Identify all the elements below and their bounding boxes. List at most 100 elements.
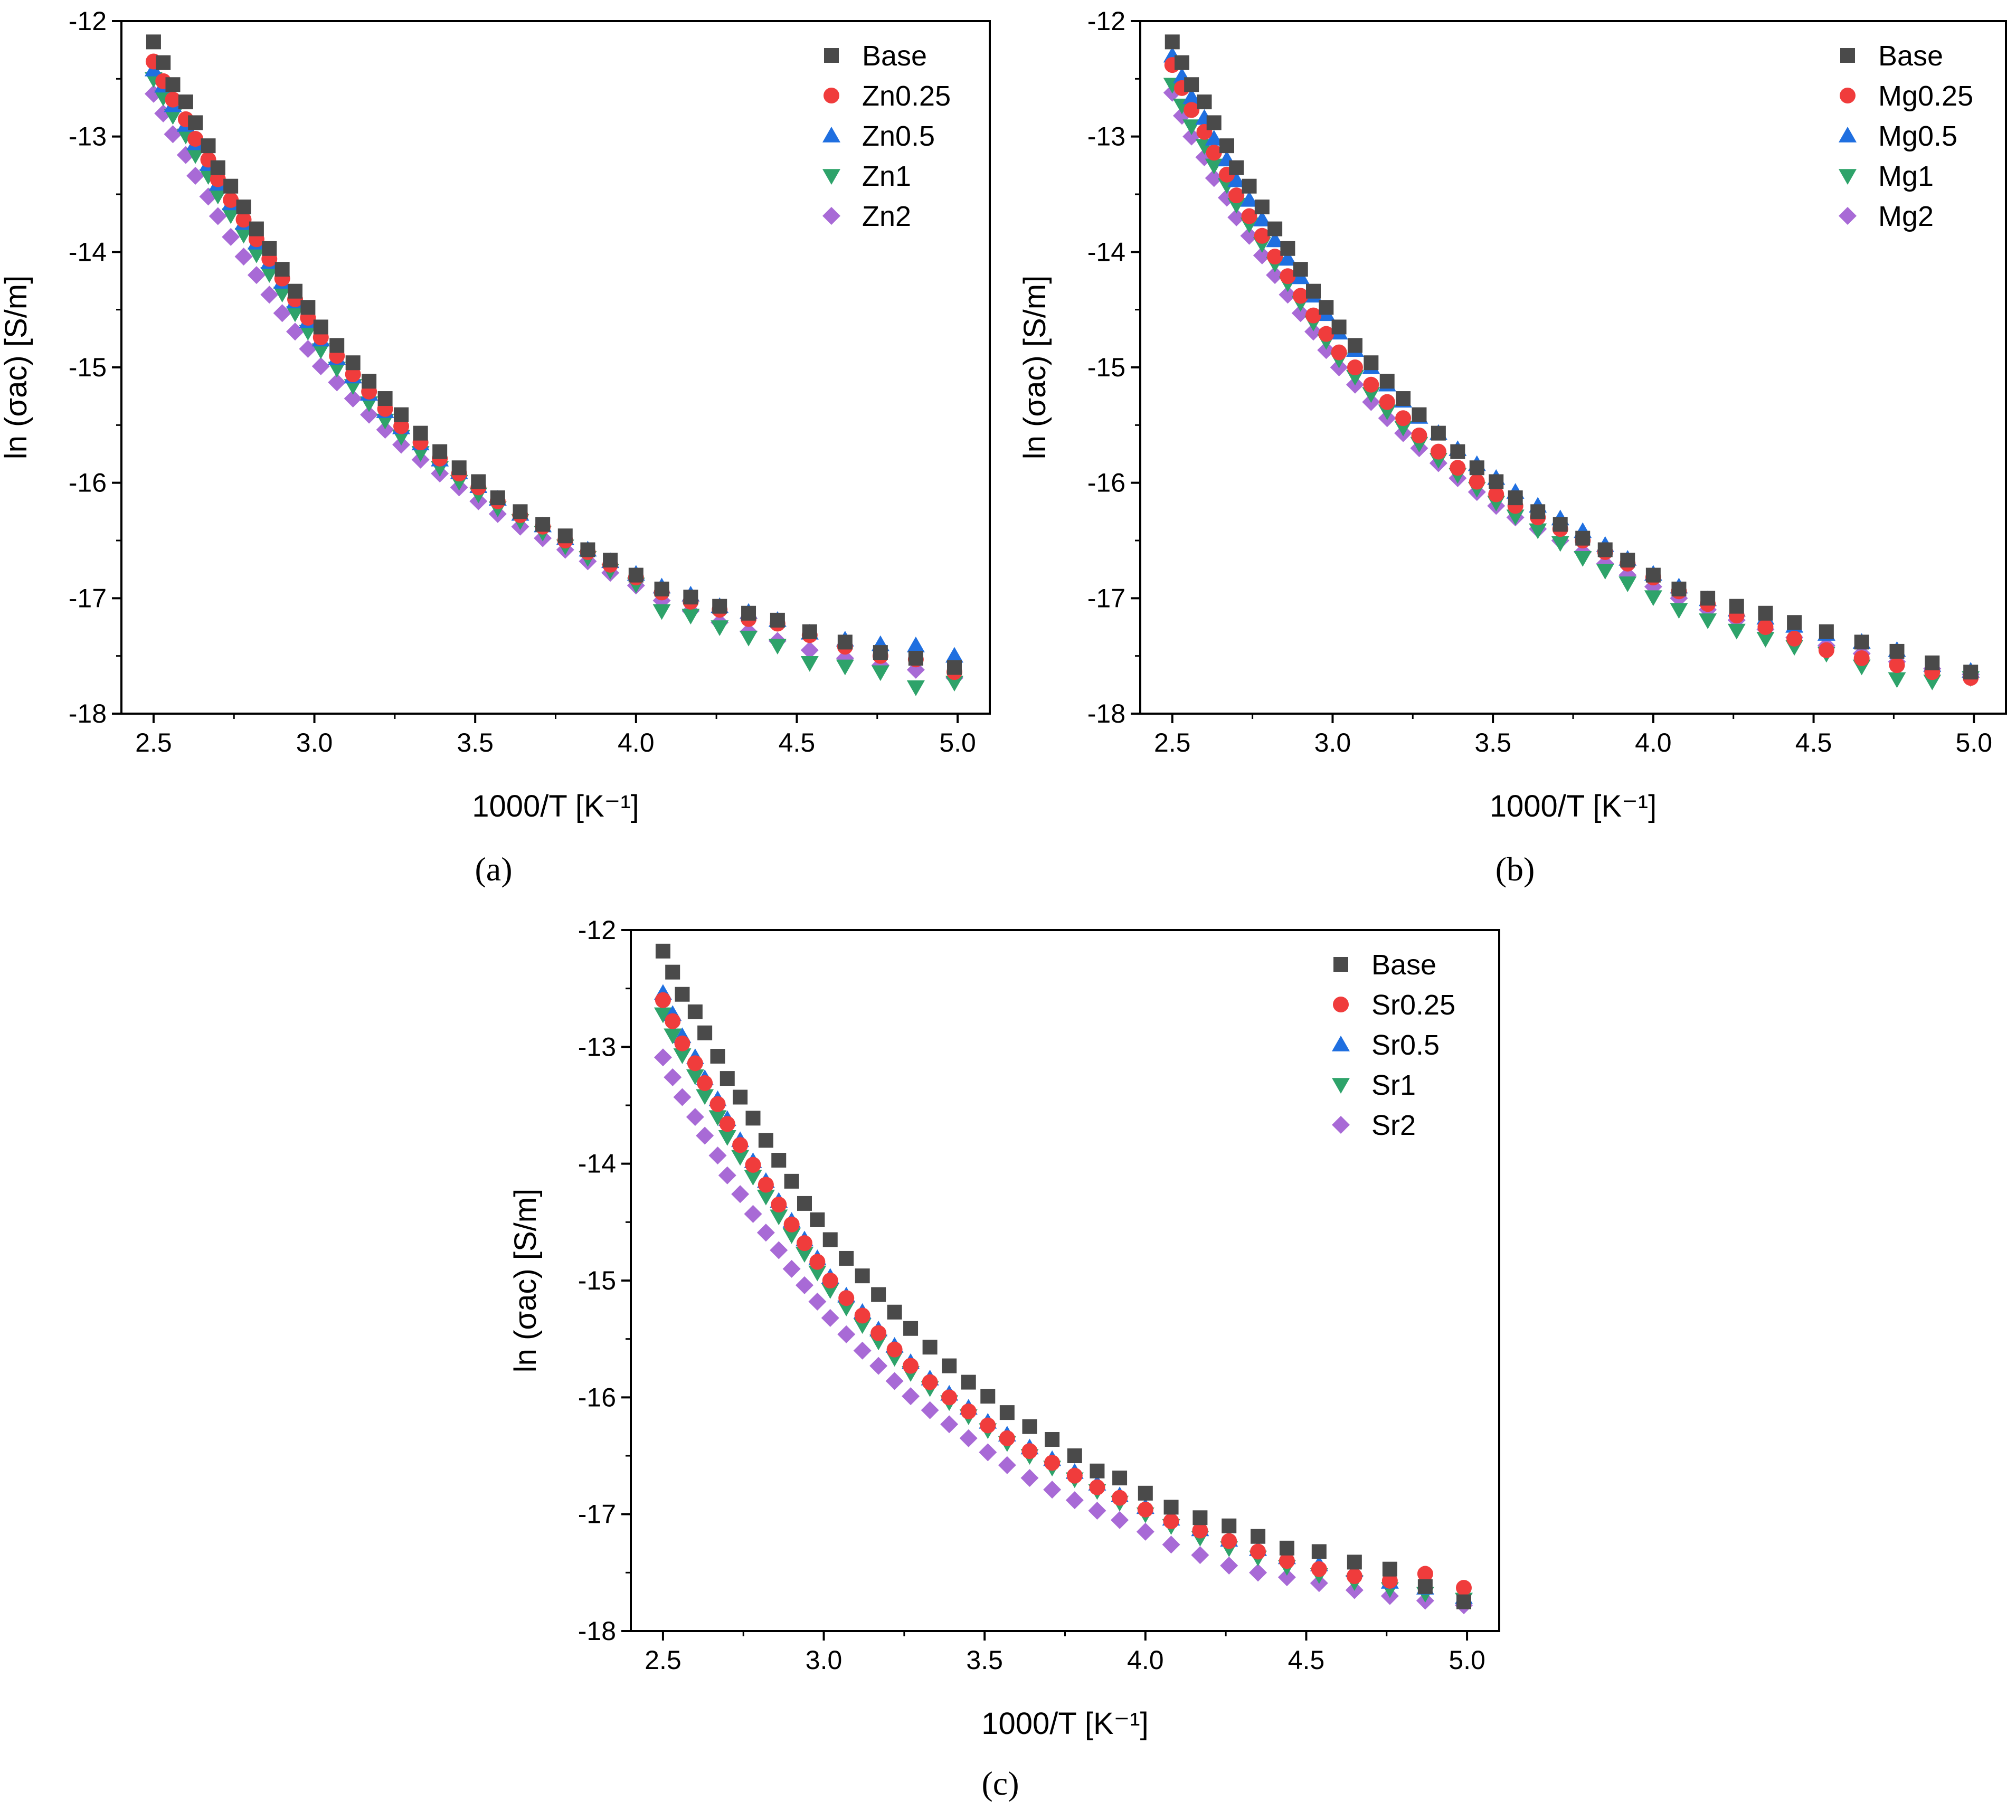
data-point-Sr2 — [940, 1415, 959, 1434]
data-point-Sr0.25 — [1163, 1513, 1179, 1529]
data-point-Sr0.25 — [870, 1325, 887, 1341]
x-axis-label: 1000/T [K⁻¹] — [1490, 789, 1657, 823]
data-point-Sr0.25 — [1455, 1580, 1472, 1596]
data-point-Zn2 — [186, 167, 205, 185]
data-point-Mg1 — [1596, 564, 1614, 580]
y-tick-label: -16 — [578, 1382, 616, 1412]
data-point-Base — [1174, 55, 1189, 70]
data-point-Zn2 — [209, 207, 227, 225]
data-point-Base — [262, 241, 277, 256]
data-point-Sr0.25 — [783, 1216, 800, 1233]
data-point-Sr0.25 — [1192, 1522, 1208, 1539]
data-point-Base — [1222, 1518, 1237, 1533]
data-point-Base — [797, 1196, 812, 1211]
data-point-Base — [580, 542, 595, 557]
data-point-Base — [839, 1250, 854, 1266]
data-point-Sr1 — [837, 1301, 856, 1316]
data-point-Sr2 — [744, 1205, 762, 1223]
data-point-Zn1 — [652, 604, 671, 620]
legend-label: Sr0.5 — [1371, 1029, 1440, 1061]
data-point-Sr2 — [770, 1241, 788, 1259]
data-point-Mg0.25 — [1363, 376, 1379, 393]
data-point-Sr0.25 — [665, 1013, 681, 1029]
data-point-Base — [1280, 241, 1295, 256]
data-point-Mg1 — [1756, 632, 1775, 648]
data-point-Mg0.25 — [1305, 307, 1321, 324]
legend-marker-Base — [824, 48, 839, 63]
data-point-Mg1 — [1574, 551, 1592, 567]
data-point-Base — [720, 1071, 735, 1086]
data-point-Base — [223, 178, 239, 194]
data-point-Sr0.25 — [1112, 1490, 1128, 1506]
data-point-Zn2 — [376, 421, 394, 439]
data-point-Base — [1163, 1500, 1179, 1515]
data-point-Sr0.25 — [822, 1273, 838, 1288]
x-tick-label: 4.0 — [1127, 1645, 1164, 1675]
x-tick-label: 4.5 — [779, 728, 816, 757]
data-point-Base — [1854, 634, 1869, 650]
data-point-Mg2 — [1266, 266, 1284, 285]
data-point-Mg2 — [1182, 127, 1201, 146]
data-point-Zn2 — [247, 266, 266, 285]
data-point-Zn0.25 — [345, 366, 361, 383]
data-point-Sr2 — [808, 1292, 827, 1311]
data-point-Mg1 — [1619, 576, 1637, 592]
data-point-Sr2 — [837, 1325, 856, 1343]
data-point-Base — [1219, 138, 1234, 154]
data-point-Zn1 — [176, 128, 195, 145]
data-point-Mg0.25 — [1280, 268, 1296, 285]
legend-label: Sr1 — [1371, 1069, 1416, 1101]
data-point-Base — [837, 634, 853, 650]
data-point-Zn1 — [906, 680, 925, 696]
data-point-Base — [770, 612, 785, 628]
data-point-Base — [980, 1389, 996, 1404]
y-tick-label: -14 — [578, 1149, 616, 1179]
data-point-Base — [1229, 160, 1244, 175]
data-point-Base — [1251, 1529, 1266, 1544]
y-tick-label: -17 — [578, 1500, 616, 1529]
panel-b: 2.5 3.0 3.5 4.0 4.5 5.0 -12 -13 -14 -15 -16 -17 -18 1… — [1018, 6, 2007, 888]
data-point-Base — [871, 1287, 886, 1302]
data-point-Mg2 — [1205, 169, 1223, 187]
data-point-Base — [1645, 567, 1661, 583]
data-point-Base — [1022, 1419, 1037, 1434]
data-point-Zn2 — [273, 304, 291, 323]
data-point-Zn0.25 — [165, 91, 181, 108]
panel-c-caption: (c) — [981, 1765, 1019, 1802]
data-point-Mg1 — [1644, 590, 1662, 606]
data-point-Zn1 — [222, 208, 240, 224]
data-point-Mg0.25 — [1379, 394, 1395, 410]
panel-b-caption: (b) — [1496, 850, 1535, 888]
data-point-Base — [1620, 553, 1635, 568]
x-tick-label: 3.5 — [1474, 728, 1511, 757]
data-point-Zn1 — [209, 188, 227, 205]
data-point-Base — [1090, 1463, 1105, 1478]
data-point-Sr2 — [853, 1341, 872, 1360]
data-point-Mg2 — [1240, 226, 1258, 245]
data-point-Base — [1431, 425, 1446, 441]
legend-label: Base — [862, 40, 927, 72]
data-point-Sr2 — [1088, 1502, 1106, 1520]
legend-marker-Base — [1840, 48, 1855, 63]
data-point-Mg0.25 — [1430, 443, 1446, 460]
data-point-Mg0.25 — [1818, 642, 1834, 658]
data-point-Zn1 — [311, 343, 330, 359]
legend-marker-Mg2 — [1839, 207, 1857, 225]
y-tick-label: -17 — [1087, 583, 1125, 613]
legend-marker-Zn0.25 — [824, 88, 839, 103]
data-point-Base — [683, 590, 698, 605]
data-point-Base — [810, 1212, 825, 1227]
legend-marker-Zn0.5 — [822, 127, 840, 143]
data-point-Sr0.25 — [1417, 1566, 1433, 1582]
data-point-Sr0.25 — [999, 1430, 1015, 1446]
data-point-Mg0.25 — [1318, 326, 1334, 342]
data-point-Zn0.5 — [945, 647, 963, 663]
data-point-Mg0.25 — [1757, 619, 1774, 635]
data-point-Sr1 — [731, 1150, 750, 1166]
data-point-Zn2 — [328, 373, 346, 392]
data-point-Base — [557, 528, 573, 544]
data-point-Mg1 — [1205, 158, 1223, 175]
data-point-Sr2 — [1136, 1522, 1154, 1541]
data-point-Sr0.25 — [745, 1157, 761, 1173]
data-point-Base — [249, 221, 264, 236]
